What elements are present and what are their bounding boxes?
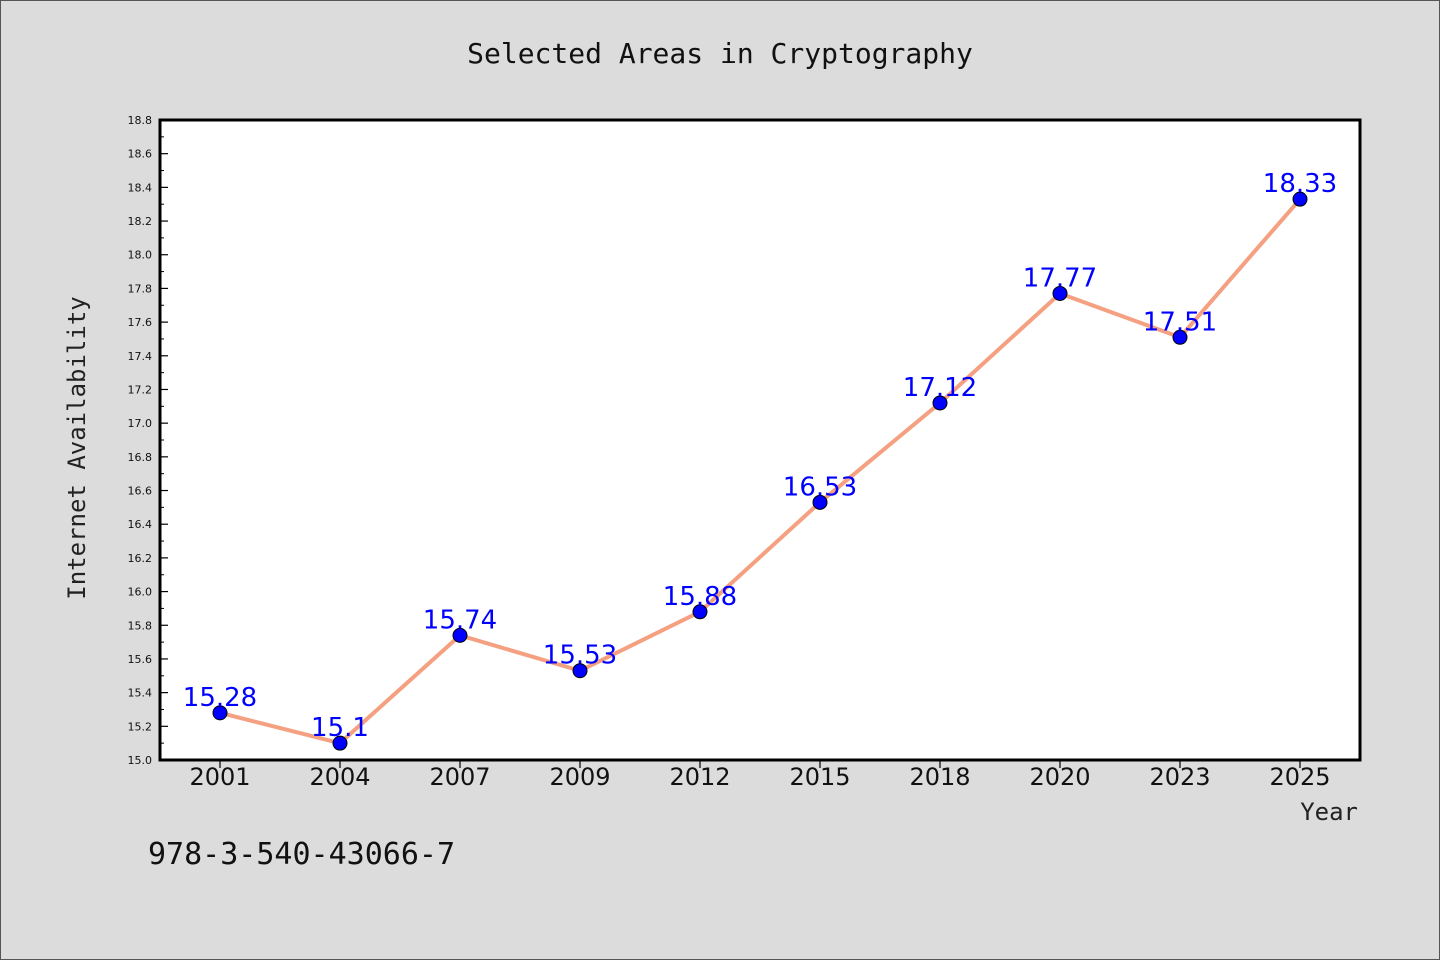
y-tick-label: 16.6 [128,485,153,498]
data-point [212,705,228,721]
data-point [932,395,948,411]
data-point [1172,329,1188,345]
y-tick-label: 18.8 [128,114,153,127]
chart-title: Selected Areas in Cryptography [467,37,973,70]
y-tick-label: 17.0 [128,417,153,430]
data-markers [212,191,1308,751]
data-point [1052,285,1068,301]
x-tick-label: 2007 [429,763,490,791]
y-tick-label: 18.4 [128,181,153,194]
x-tick-label: 2012 [669,763,730,791]
data-label: 15.53 [543,641,617,671]
y-tick-label: 17.4 [128,350,153,363]
data-label: 18.33 [1263,169,1337,199]
y-tick-label: 15.4 [128,687,153,700]
x-tick-label: 2009 [549,763,610,791]
y-tick-label: 18.2 [128,215,153,228]
x-tick-label: 2025 [1269,763,1330,791]
y-tick-label: 17.8 [128,282,153,295]
x-axis-ticks: 2001 2004 2007 2009 2012 2015 2018 2020 2023 2025 [189,760,1331,791]
y-tick-label: 17.2 [128,383,153,396]
plot-area [158,118,1362,762]
y-tick-label: 15.8 [128,619,153,632]
data-label: 17.51 [1143,307,1217,337]
x-tick-label: 2018 [909,763,970,791]
y-tick-label: 16.4 [128,518,153,531]
x-tick-label: 2001 [189,763,250,791]
x-tick-label: 2004 [309,763,370,791]
x-axis-label: Year [1300,798,1358,826]
series-line [218,197,1302,746]
y-tick-label: 17.6 [128,316,153,329]
data-point [812,494,828,510]
y-axis-ticks: 15.0 15.2 15.4 15.6 15.8 16.0 16.2 16.4 16.6 16.8… [128,114,168,767]
y-tick-label: 16.0 [128,586,153,599]
y-axis-label: Internet Availability [63,296,91,599]
data-label: 15.1 [311,713,369,743]
data-label: 16.53 [783,472,857,502]
data-label: 17.77 [1023,263,1097,293]
series-polyline [218,197,1302,746]
data-point [1292,191,1308,207]
data-label: 15.74 [423,605,497,635]
data-label: 17.12 [903,373,977,403]
x-tick-label: 2023 [1149,763,1210,791]
y-tick-label: 16.2 [128,552,153,565]
x-tick-label: 2015 [789,763,850,791]
y-tick-label: 18.0 [128,249,153,262]
y-tick-label: 15.2 [128,720,153,733]
data-point [572,663,588,679]
y-tick-label: 18.6 [128,148,153,161]
data-point [452,627,468,643]
y-tick-label: 15.6 [128,653,153,666]
x-tick-label: 2020 [1029,763,1090,791]
isbn-caption: 978-3-540-43066-7 [148,837,455,872]
data-label: 15.28 [183,683,257,713]
data-labels: 15.28 15.1 15.74 15.53 15.88 16.53 17.12 17.77 1… [183,169,1337,743]
data-point [332,735,348,751]
data-label: 15.88 [663,582,737,612]
data-point [692,604,708,620]
y-tick-label: 15.0 [128,754,153,767]
y-tick-label: 16.8 [128,451,153,464]
